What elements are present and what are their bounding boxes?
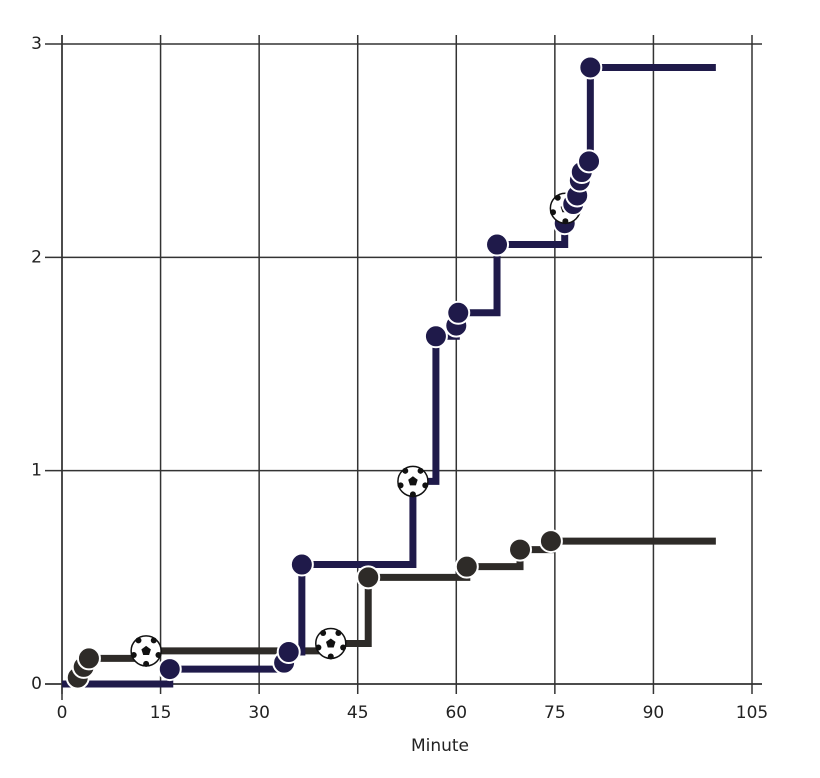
ball-patch	[135, 637, 142, 644]
x-tick-label: 30	[248, 703, 270, 723]
ball-patch	[417, 467, 424, 474]
goal-marker	[315, 627, 347, 660]
ball-patch	[320, 629, 327, 636]
ball-patch	[409, 491, 416, 498]
ball-patch	[143, 660, 150, 667]
x-tick-label: 15	[150, 703, 172, 723]
y-tick-label: 1	[31, 461, 42, 481]
ball-patch	[550, 209, 557, 216]
ball-patch	[554, 194, 561, 201]
ball-patch	[141, 645, 151, 655]
x-tick-label: 45	[347, 703, 369, 723]
shot-marker	[289, 552, 314, 577]
shot-marker	[454, 554, 479, 579]
ball-patch	[335, 629, 342, 636]
x-axis-label: Minute	[411, 736, 469, 756]
y-tick-label: 0	[31, 674, 42, 694]
goal-marker	[397, 465, 429, 498]
markers	[157, 55, 603, 682]
ball-patch	[130, 651, 137, 658]
shot-marker	[423, 324, 448, 349]
x-tick-label: 105	[736, 703, 768, 723]
shot-marker	[577, 149, 602, 174]
shot-marker	[356, 565, 381, 590]
ball-patch	[397, 482, 404, 489]
x-tick-label: 90	[643, 703, 665, 723]
x-tick-label: 75	[544, 703, 566, 723]
shot-marker	[508, 537, 533, 562]
shot-marker	[446, 300, 471, 325]
ball-patch	[340, 644, 347, 651]
shot-marker	[76, 646, 101, 671]
shot-marker	[157, 657, 182, 682]
shot-marker	[538, 529, 563, 554]
ball-patch	[408, 476, 418, 486]
ball-patch	[155, 651, 162, 658]
ball-patch	[422, 482, 429, 489]
shot-marker	[578, 55, 603, 80]
markers	[65, 529, 563, 690]
y-tick-label: 3	[31, 34, 42, 54]
ball-patch	[326, 638, 336, 648]
ball-patch	[402, 467, 409, 474]
y-tick-label: 2	[31, 247, 42, 267]
ball-patch	[327, 653, 334, 660]
shot-marker	[485, 232, 510, 257]
goal-marker	[130, 635, 162, 667]
x-tick-label: 0	[57, 703, 68, 723]
shot-marker	[276, 640, 301, 664]
x-tick-label: 60	[445, 703, 467, 723]
ball-patch	[150, 637, 157, 644]
ball-patch	[562, 218, 569, 225]
ball-patch	[315, 644, 322, 651]
